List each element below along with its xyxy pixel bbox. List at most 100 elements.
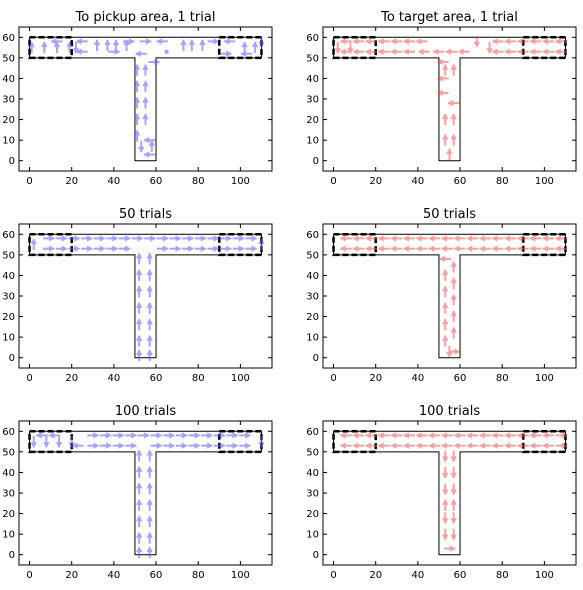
arrow-head xyxy=(352,48,359,55)
arrow-head xyxy=(516,245,523,252)
arrow xyxy=(199,39,206,52)
arrow xyxy=(106,245,119,252)
arrow xyxy=(442,268,449,281)
arrow-head xyxy=(491,38,498,45)
arrow-head xyxy=(213,38,220,45)
arrow-head xyxy=(49,235,56,242)
arrow xyxy=(450,133,457,146)
arrow xyxy=(554,38,567,45)
arrow-head xyxy=(146,515,153,522)
arrow-head xyxy=(74,235,81,242)
arrow xyxy=(142,113,149,126)
arrow xyxy=(143,151,156,158)
arrow-head xyxy=(175,235,182,242)
arrow xyxy=(428,245,441,252)
arrow xyxy=(529,38,542,45)
arrow-head xyxy=(133,80,141,87)
arrow-head xyxy=(146,334,153,341)
arrow xyxy=(442,285,449,298)
arrow-head xyxy=(213,235,220,242)
arrow-head xyxy=(446,148,453,155)
arrow xyxy=(442,512,449,525)
arrow xyxy=(504,235,517,242)
arrow-head xyxy=(129,38,136,45)
arrow-head xyxy=(364,38,371,45)
arrow-field xyxy=(339,235,567,359)
arrow-head xyxy=(240,50,247,57)
arrow xyxy=(146,449,153,462)
arrow xyxy=(241,41,248,54)
arrow-head xyxy=(402,48,409,55)
arrow-head xyxy=(169,442,176,449)
arrow-head xyxy=(438,255,445,263)
arrow-head xyxy=(442,534,449,541)
arrow-head xyxy=(446,352,453,359)
x-tick-label: 100 xyxy=(231,373,250,384)
arrow-head xyxy=(364,245,371,252)
arrow xyxy=(41,41,48,54)
arrow xyxy=(444,545,456,552)
arrow xyxy=(137,432,150,439)
arrow xyxy=(30,238,37,251)
arrow-head xyxy=(447,99,454,107)
subplot: To pickup area, 1 trial 0 20 40 60 80 100 0 10 20… xyxy=(2,10,273,187)
arrow xyxy=(450,326,457,339)
arrow-head xyxy=(402,235,409,242)
arrow-head xyxy=(428,245,435,252)
arrow-head xyxy=(251,245,258,252)
arrow-head xyxy=(118,432,125,439)
arrow xyxy=(542,432,555,439)
x-tick-label: 80 xyxy=(192,373,205,384)
arrow-head xyxy=(529,38,536,45)
y-tick-label: 10 xyxy=(2,136,15,147)
arrow xyxy=(48,432,61,439)
arrow xyxy=(466,432,479,439)
arrow xyxy=(504,38,517,45)
arrow-head xyxy=(529,48,536,55)
arrow-head xyxy=(364,442,371,449)
y-tick-label: 50 xyxy=(306,53,319,64)
arrow-head xyxy=(207,432,214,439)
arrow-head xyxy=(450,133,457,140)
arrow xyxy=(140,38,152,45)
arrow-head xyxy=(442,518,449,525)
subplot-title: 50 trials xyxy=(423,207,476,222)
y-tick-label: 10 xyxy=(306,530,319,541)
arrow xyxy=(43,436,50,449)
arrow xyxy=(352,48,365,55)
arrow-head xyxy=(450,489,457,496)
arrow xyxy=(142,96,149,109)
y-tick-label: 20 xyxy=(2,312,15,323)
arrow-head xyxy=(450,498,457,505)
arrow-field xyxy=(30,432,265,559)
arrow-head xyxy=(75,48,82,55)
arrow-head xyxy=(428,235,435,242)
arrow-head xyxy=(61,245,68,252)
arrow xyxy=(450,512,457,525)
arrow-head xyxy=(450,63,457,70)
arrow xyxy=(131,235,144,242)
arrow-head xyxy=(402,432,409,439)
arrow-head xyxy=(53,41,61,48)
arrow xyxy=(428,442,441,449)
arrow xyxy=(258,436,265,449)
arrow-head xyxy=(99,235,106,242)
arrow xyxy=(207,245,220,252)
arrow xyxy=(457,48,470,55)
arrow xyxy=(402,245,415,252)
x-tick-label: 80 xyxy=(192,176,205,187)
arrow-head xyxy=(428,442,435,449)
arrow-head xyxy=(390,442,397,449)
arrow xyxy=(232,245,245,252)
arrow xyxy=(450,293,457,306)
arrow-head xyxy=(415,235,422,242)
x-tick-label: 40 xyxy=(412,570,425,581)
axes-frame xyxy=(18,223,273,369)
arrow xyxy=(364,245,377,252)
arrow xyxy=(156,245,169,252)
arrow xyxy=(143,136,156,144)
arrow-head xyxy=(339,442,346,449)
arrow xyxy=(99,442,112,449)
arrow-head xyxy=(516,48,523,55)
arrow xyxy=(415,442,428,449)
